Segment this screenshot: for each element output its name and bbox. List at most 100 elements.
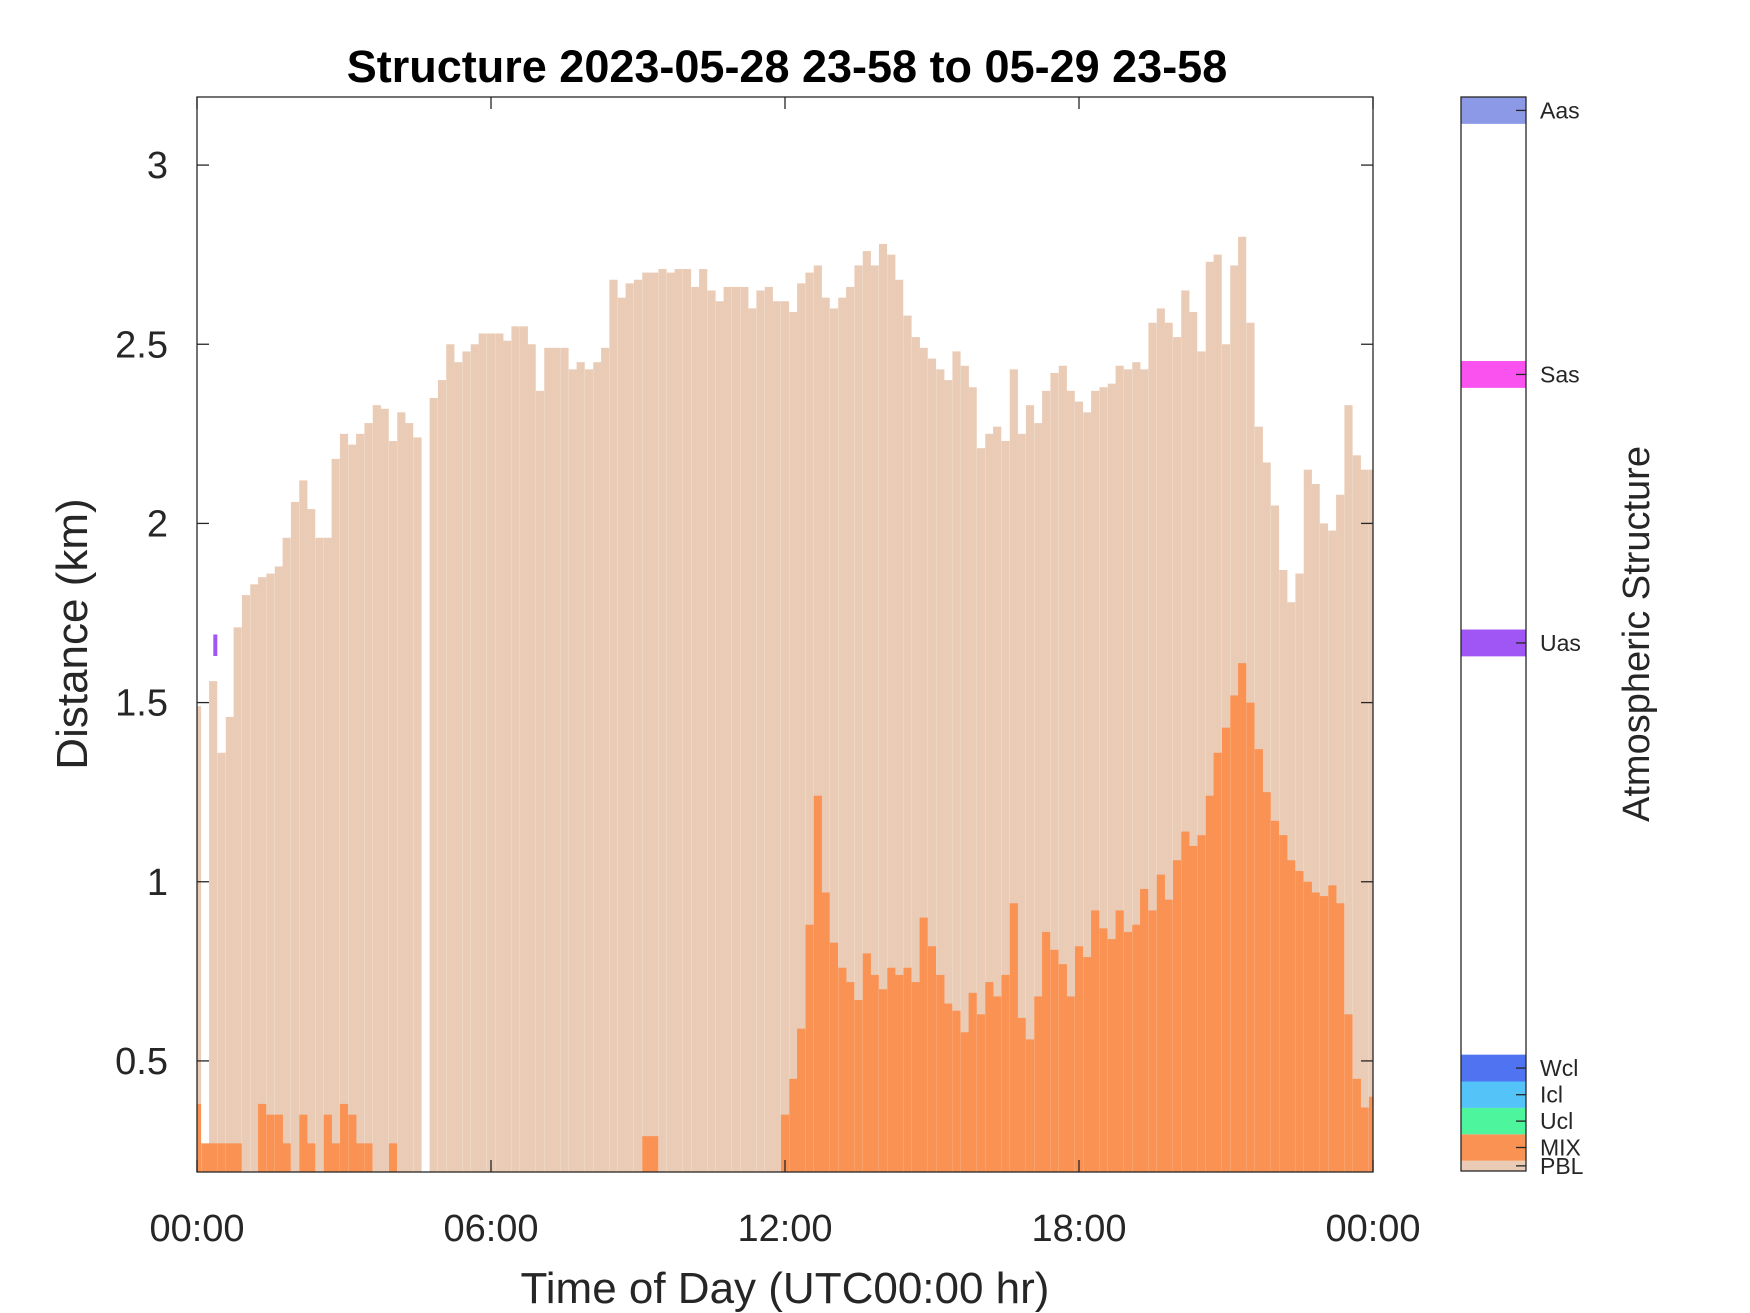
colorbar-tick-label-icl: Icl [1540, 1082, 1563, 1108]
colorbar-tick-label-ucl: Ucl [1540, 1108, 1573, 1134]
pbl-bar-40 [535, 390, 545, 1173]
colorbar-swatch-mix [1461, 1134, 1526, 1161]
pbl-bar-49 [609, 279, 618, 1172]
mix-bar-39 [870, 974, 879, 1172]
mix-bar-50 [960, 1032, 969, 1172]
pbl-bar-57 [674, 269, 683, 1172]
pbl-bar-141 [1360, 469, 1369, 1172]
pbl-bar-33 [478, 333, 487, 1172]
mix-bar-53 [985, 982, 994, 1172]
pbl-bar-61 [707, 290, 716, 1172]
pbl-bars [197, 236, 1373, 1173]
mix-bar-32 [813, 795, 822, 1172]
pbl-bar-37 [511, 326, 520, 1173]
pbl-bar-115 [1148, 322, 1157, 1172]
mix-bar-5 [233, 1143, 242, 1172]
y-tick-label-4: 2.5 [115, 324, 168, 366]
pbl-bar-6 [250, 584, 259, 1172]
pbl-bar-73 [805, 272, 814, 1173]
mix-bar-28 [780, 1114, 790, 1172]
pbl-bar-30 [454, 362, 463, 1172]
pbl-bar-47 [593, 362, 602, 1172]
mix-bar-9 [266, 1114, 275, 1172]
colorbar-swatch-wcl [1461, 1054, 1526, 1082]
pbl-bar-134 [1303, 469, 1312, 1172]
pbl-bar-18 [348, 444, 357, 1173]
mix-bar-83 [1230, 695, 1239, 1172]
pbl-bar-7 [258, 577, 267, 1172]
mix-bar-76 [1172, 860, 1182, 1172]
pbl-bar-137 [1328, 530, 1337, 1172]
pbl-bar-78 [846, 286, 855, 1172]
pbl-bar-48 [601, 347, 610, 1173]
pbl-bar-2 [217, 752, 226, 1172]
y-tick-label-1: 1 [147, 862, 168, 904]
pbl-bar-96 [993, 426, 1002, 1172]
mix-bar-94 [1319, 896, 1329, 1172]
pbl-bar-98 [1009, 369, 1018, 1173]
mix-bar-98 [1352, 1078, 1361, 1172]
pbl-bar-56 [666, 272, 675, 1173]
mix-bar-30 [797, 1028, 806, 1172]
pbl-bar-83 [887, 254, 896, 1173]
pbl-bar-104 [1058, 365, 1067, 1172]
pbl-bar-90 [944, 380, 953, 1173]
mix-bar-43 [903, 967, 912, 1172]
pbl-bar-23 [388, 441, 398, 1172]
x-tick-label-3: 18:00 [1031, 1208, 1126, 1250]
pbl-bar-19 [356, 433, 365, 1173]
pbl-bar-67 [756, 290, 765, 1172]
mix-bar-17 [331, 1143, 340, 1172]
mix-bar-84 [1238, 663, 1247, 1172]
pbl-bar-110 [1107, 383, 1116, 1172]
pbl-bar-28 [437, 380, 447, 1173]
mix-bar-25 [642, 1136, 651, 1172]
pbl-bar-39 [527, 344, 536, 1172]
mix-bar-3 [217, 1143, 226, 1172]
mix-bar-0 [197, 1103, 202, 1172]
pbl-bar-35 [495, 333, 504, 1172]
mix-bar-59 [1034, 996, 1043, 1172]
mix-bar-36 [846, 982, 855, 1172]
mix-bar-73 [1148, 910, 1157, 1172]
mix-bar-54 [993, 996, 1002, 1172]
mix-bar-49 [952, 1010, 961, 1172]
pbl-bar-66 [748, 308, 757, 1172]
colorbar-label: Atmospheric Structure [1616, 446, 1658, 822]
colorbar-tick-label-uas: Uas [1540, 630, 1581, 656]
pbl-bar-85 [903, 315, 912, 1173]
mix-bar-91 [1295, 871, 1304, 1172]
mix-bar-2 [209, 1143, 218, 1172]
x-axis-label: Time of Day (UTC00:00 hr) [521, 1264, 1050, 1313]
y-tick-label-0: 0.5 [115, 1041, 168, 1083]
pbl-bar-92 [960, 365, 969, 1172]
pbl-bar-27 [429, 398, 438, 1172]
colorbar-swatch-ucl [1461, 1107, 1526, 1135]
x-axis: 00:00 06:00 12:00 18:00 00:00 [149, 97, 1421, 1250]
pbl-bar-82 [878, 243, 888, 1173]
pbl-bar-135 [1311, 484, 1320, 1172]
pbl-bar-74 [813, 265, 822, 1172]
mix-bar-61 [1050, 949, 1059, 1172]
mix-bar-92 [1303, 881, 1312, 1172]
pbl-bar-122 [1205, 261, 1214, 1173]
mix-bar-20 [356, 1143, 365, 1172]
mix-bar-46 [927, 946, 937, 1172]
pbl-bar-3 [225, 716, 234, 1172]
mix-bar-95 [1328, 885, 1337, 1172]
colorbar-swatch-icl [1461, 1081, 1526, 1108]
pbl-bar-8 [266, 573, 275, 1172]
pbl-bar-93 [968, 387, 977, 1172]
pbl-bar-34 [486, 333, 496, 1172]
mix-bar-75 [1164, 899, 1173, 1172]
pbl-bar-138 [1336, 494, 1345, 1172]
mix-bar-67 [1099, 928, 1108, 1172]
pbl-bar-55 [658, 269, 667, 1172]
mix-bar-45 [919, 917, 928, 1172]
mix-bar-1 [201, 1143, 210, 1172]
mix-bar-41 [887, 967, 896, 1172]
pbl-bar-118 [1172, 337, 1182, 1173]
pbl-bar-116 [1156, 308, 1165, 1172]
mix-bar-89 [1279, 835, 1288, 1172]
